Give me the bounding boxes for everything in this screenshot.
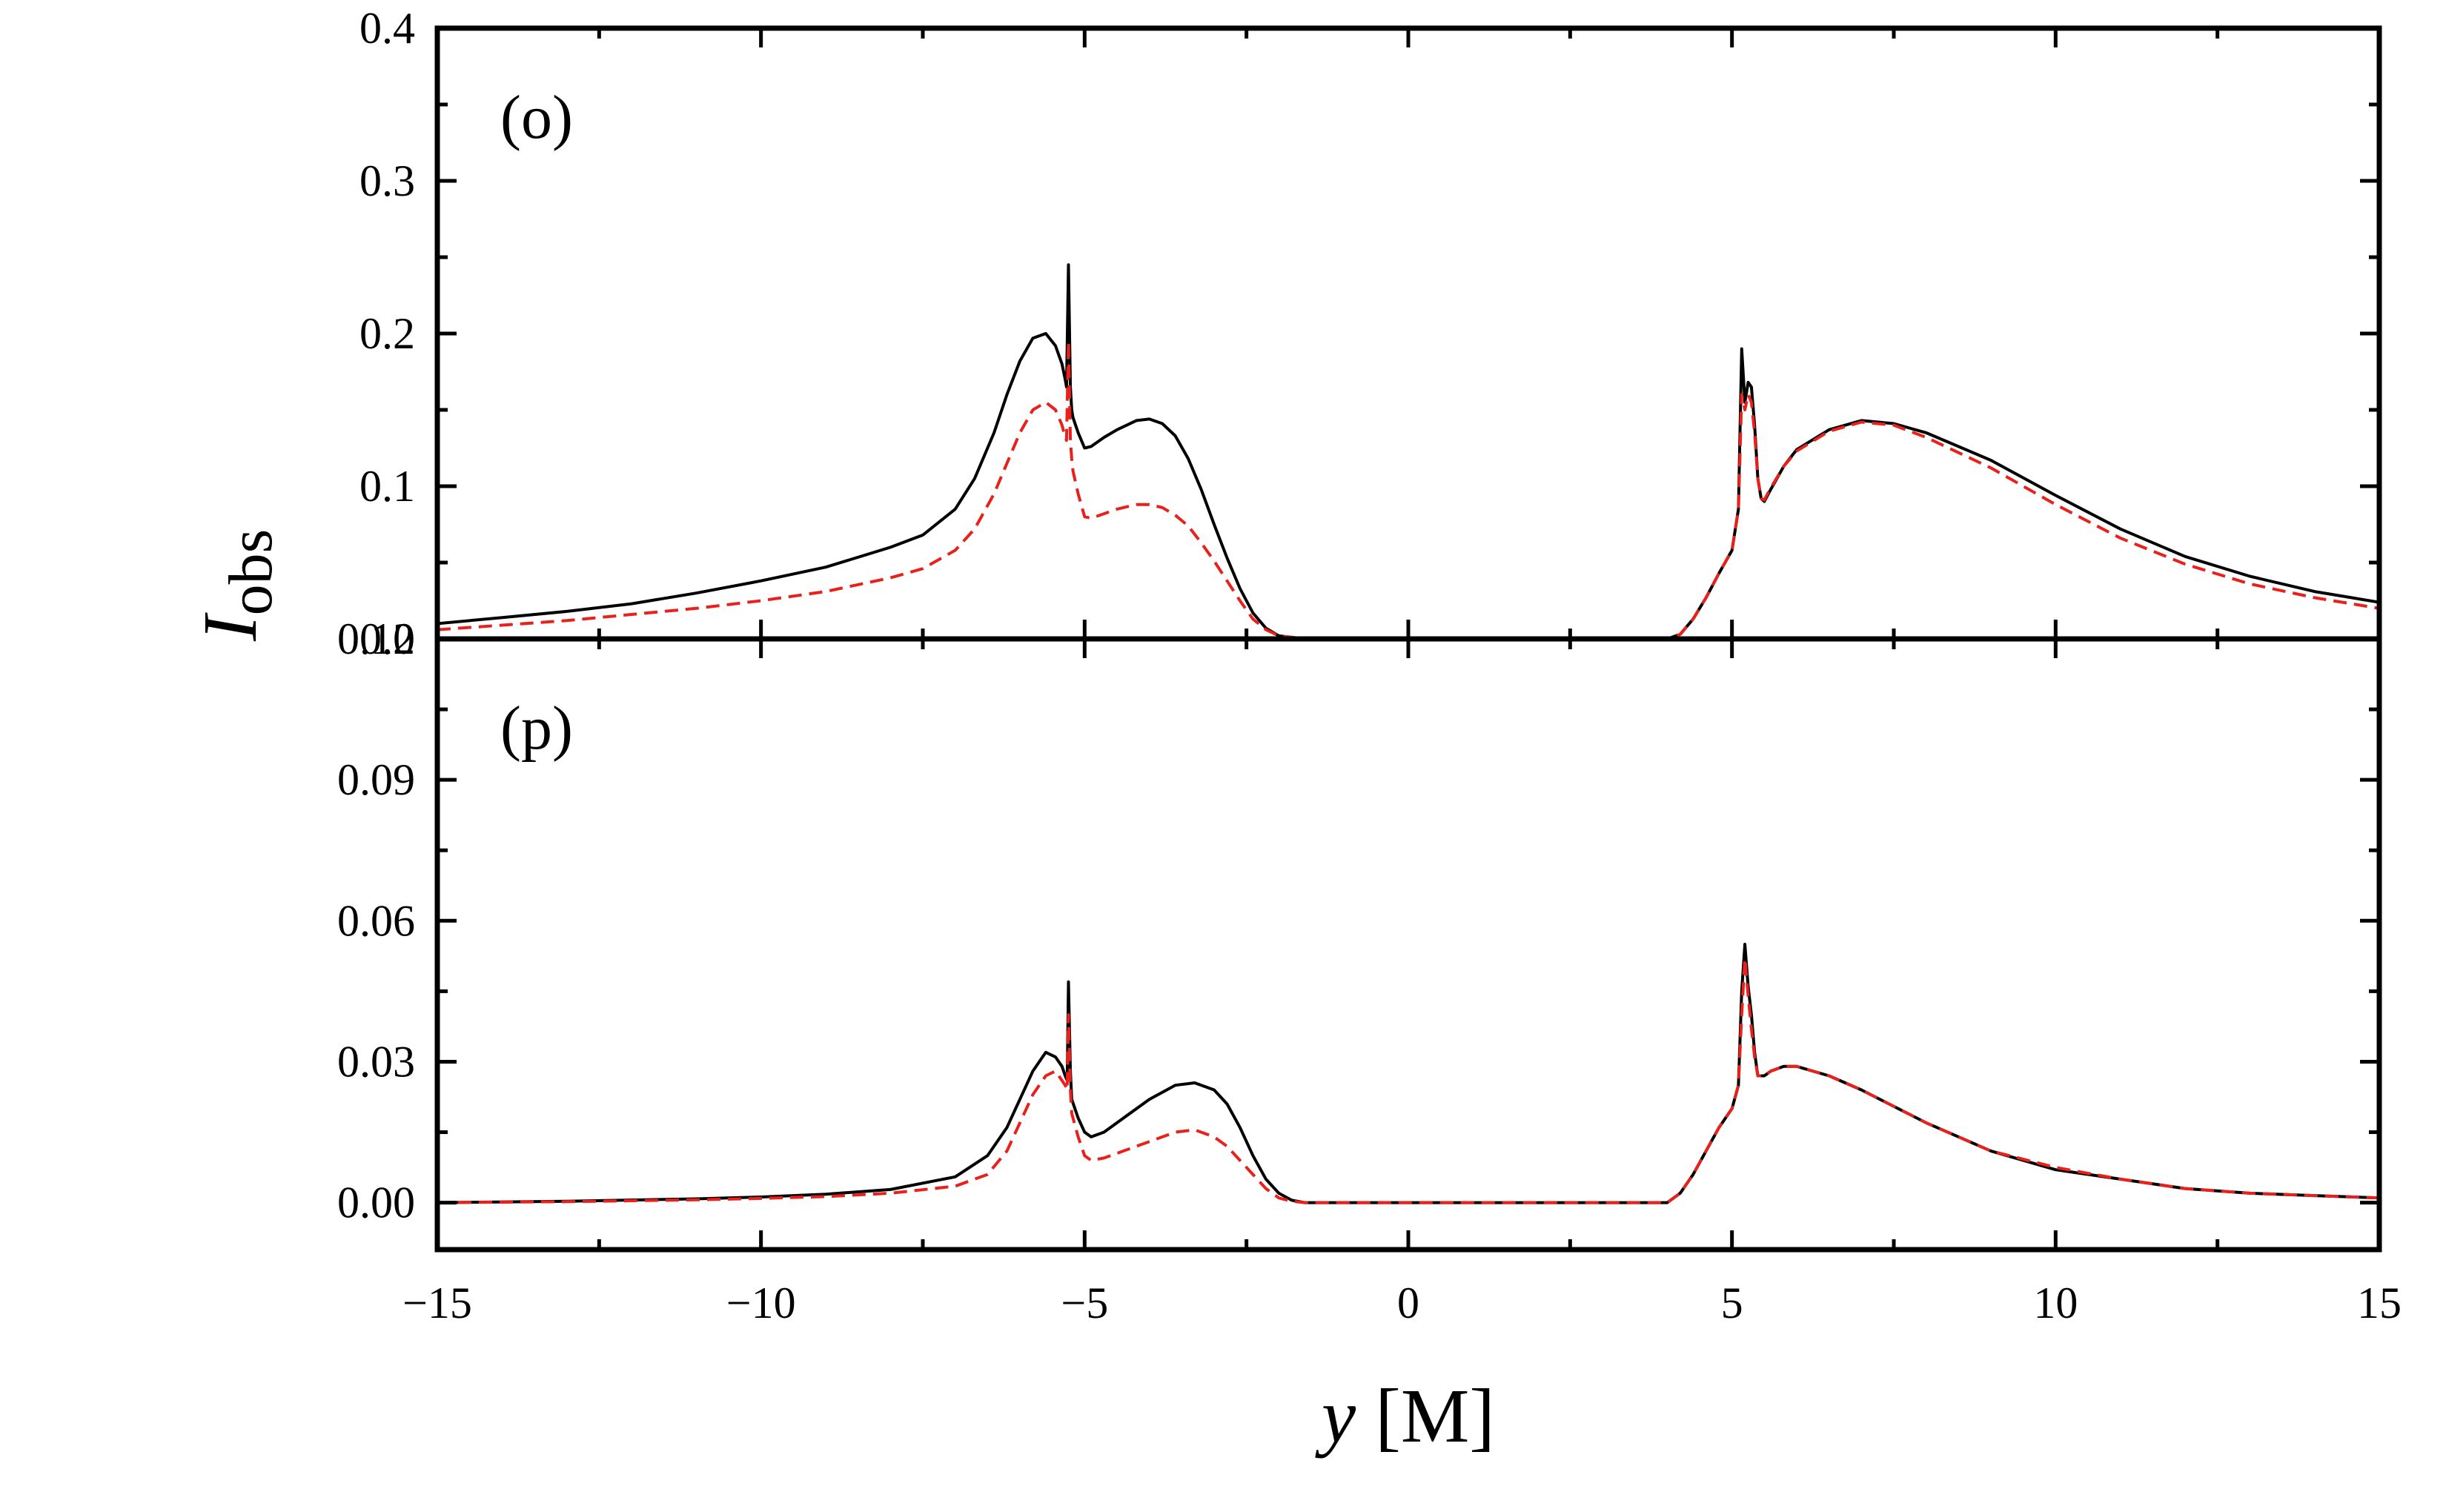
y-tick-label: 0.1 [359, 462, 415, 511]
x-axis-title: y [M] [1315, 1373, 1495, 1459]
series-line-dashed [437, 957, 2379, 1204]
y-axis-title: Iobs [188, 529, 285, 642]
y-tick-label: 0.06 [337, 896, 415, 945]
y-tick-label: 0.3 [359, 156, 415, 205]
series-line-dashed [437, 339, 2379, 639]
x-tick-label: 10 [2033, 1279, 2078, 1327]
plot-area: 0.0 0.1 0.2 0.3 0.4 (o) −15 −10 −5 0 5 10 15 0.00 0.03… [337, 4, 2402, 1327]
panel-label: (p) [500, 694, 573, 763]
y-axis-title-main: I [188, 612, 273, 642]
plot-frame [434, 25, 2382, 642]
y-tick-label: 0.2 [359, 309, 415, 358]
y-tick-label: 0.0 [359, 614, 415, 663]
panel-label: (o) [500, 83, 573, 152]
x-tick-label: −10 [726, 1279, 796, 1327]
y-axis-title-subscript: obs [216, 529, 285, 616]
y-tick-label: 0.4 [359, 4, 415, 53]
y-tick-label: 0.03 [337, 1037, 415, 1086]
series-line-solid [437, 943, 2379, 1204]
plot-frame [434, 636, 2382, 1253]
x-tick-label: 5 [1721, 1279, 1743, 1327]
panel-p: −15 −10 −5 0 5 10 15 0.00 0.03 0.06 0.09 0.12 (p) [337, 614, 2402, 1327]
y-tick-label: 0.09 [337, 755, 415, 804]
x-tick-label: 15 [2357, 1279, 2402, 1327]
series-line-solid [437, 263, 2379, 639]
x-tick-label: −15 [402, 1279, 472, 1327]
x-tick-label: −5 [1061, 1279, 1108, 1327]
x-tick-label: 0 [1397, 1279, 1419, 1327]
panel-o: 0.0 0.1 0.2 0.3 0.4 (o) [359, 4, 2382, 663]
x-axis-title-unit: [M] [1356, 1373, 1495, 1459]
y-tick-label: 0.12 [337, 614, 415, 663]
y-tick-label: 0.00 [337, 1178, 415, 1227]
x-axis-title-variable: y [1315, 1373, 1356, 1459]
